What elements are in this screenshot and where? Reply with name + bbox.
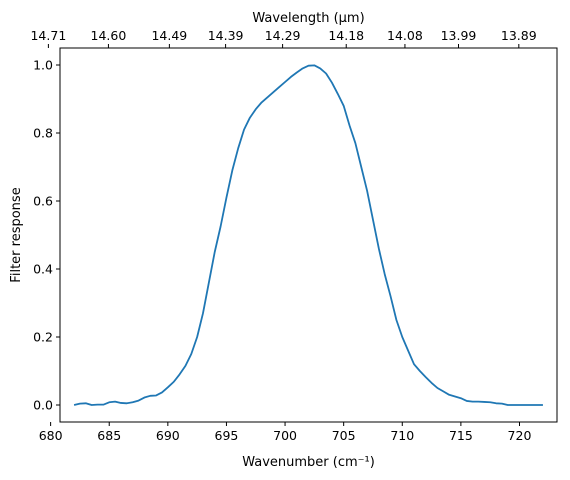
y-tick-label: 0.2 — [33, 330, 53, 345]
x-tick-label: 680 — [39, 428, 63, 443]
top-tick-label: 14.18 — [328, 28, 364, 43]
x-tick-label: 690 — [156, 428, 180, 443]
top-tick-label: 13.99 — [441, 28, 477, 43]
x-tick-label: 700 — [273, 428, 297, 443]
top-tick-label: 14.08 — [387, 28, 423, 43]
y-tick-label: 0.6 — [33, 194, 53, 209]
response-line — [73, 64, 543, 406]
top-tick-label: 14.39 — [208, 28, 244, 43]
y-axis: 0.0 0.2 0.4 0.6 0.8 1.0 — [33, 58, 60, 413]
top-tick-label: 14.71 — [30, 28, 66, 43]
y-tick-label: 0.4 — [33, 262, 53, 277]
y-axis-title: Filter response — [9, 187, 24, 282]
x-tick-label: 685 — [97, 428, 121, 443]
y-tick-label: 0.0 — [33, 398, 53, 413]
x-tick-label: 710 — [390, 428, 414, 443]
top-axis-title: Wavelength (μm) — [252, 11, 364, 26]
x-tick-label: 715 — [449, 428, 473, 443]
top-tick-label: 13.89 — [501, 28, 537, 43]
y-tick-label: 0.8 — [33, 126, 53, 141]
y-tick-label: 1.0 — [33, 58, 53, 73]
top-tick-label: 14.29 — [265, 28, 301, 43]
top-tick-label: 14.49 — [151, 28, 187, 43]
x-tick-label: 695 — [215, 428, 239, 443]
x-tick-label: 720 — [508, 428, 532, 443]
plot-frame — [59, 47, 558, 423]
x-tick-label: 705 — [332, 428, 356, 443]
line-series — [73, 64, 543, 406]
bottom-x-axis: 680 685 690 695 700 705 710 715 720 — [39, 422, 532, 443]
x-axis-title: Wavenumber (cm⁻¹) — [242, 455, 375, 470]
top-x-axis: 14.71 14.60 14.49 14.39 14.29 14.18 14.08 13.99… — [30, 28, 537, 48]
top-tick-label: 14.60 — [91, 28, 127, 43]
